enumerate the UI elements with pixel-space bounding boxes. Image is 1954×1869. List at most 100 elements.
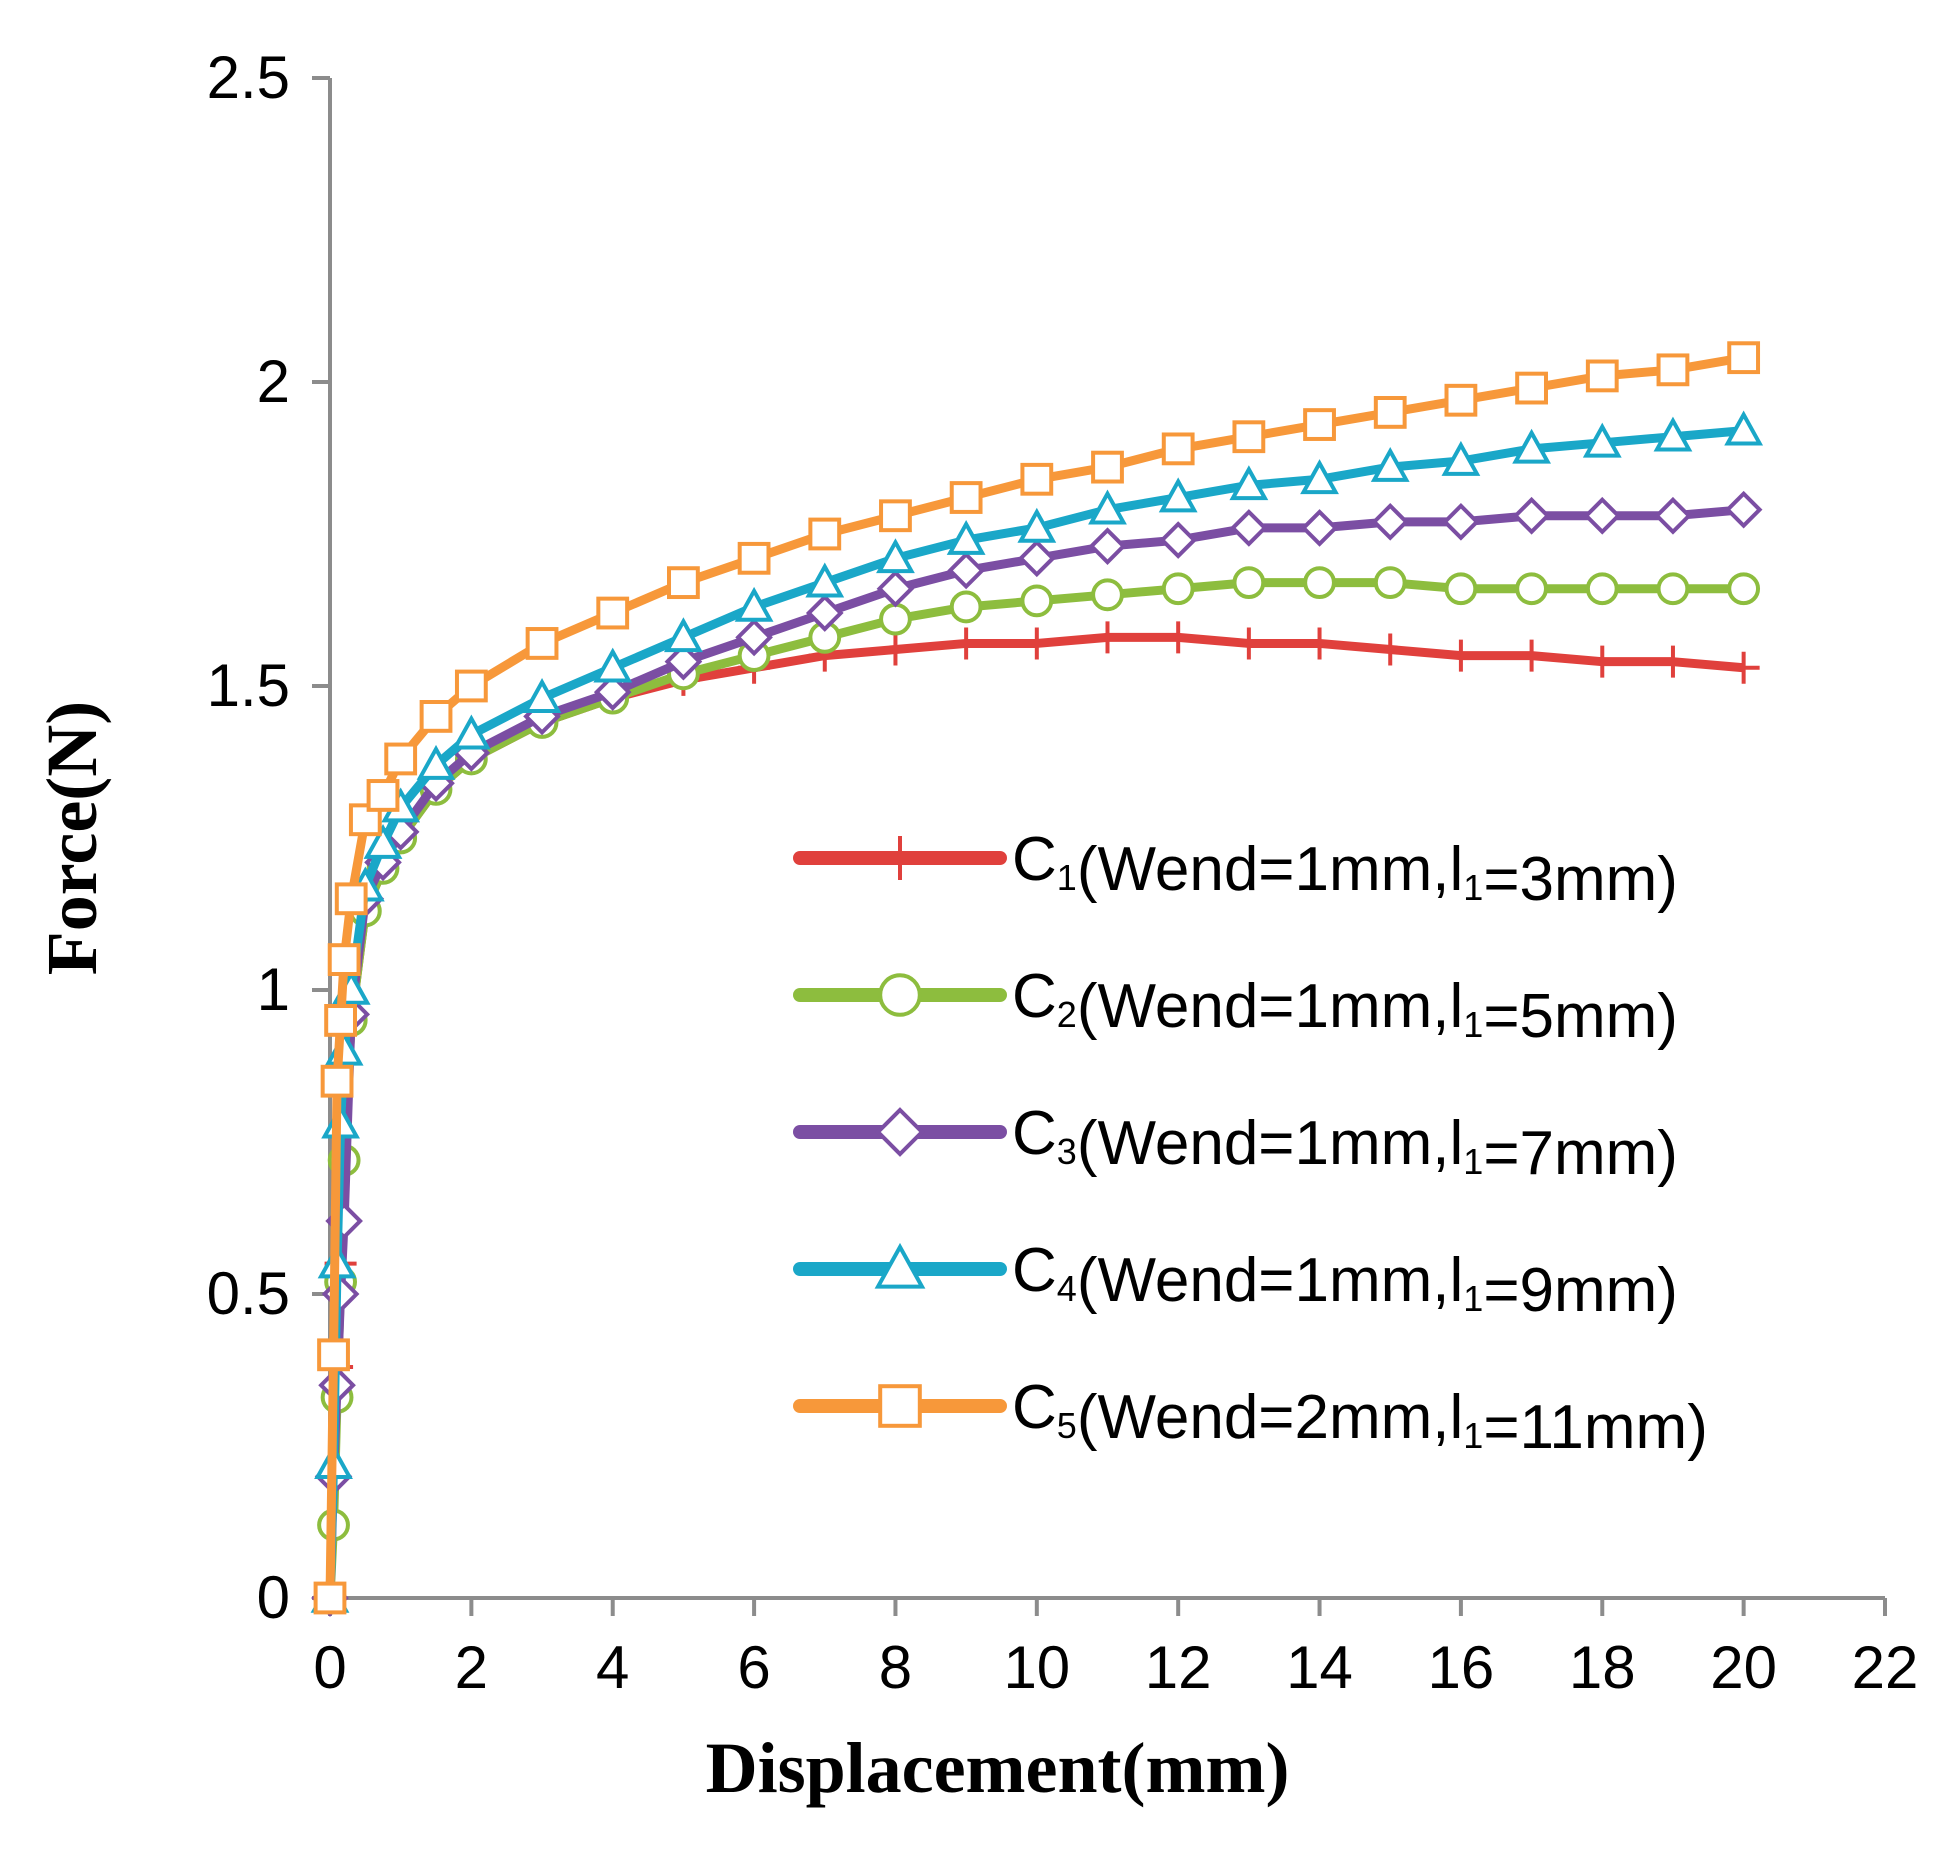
data-point <box>950 627 983 660</box>
data-point <box>879 633 912 666</box>
legend-label-part: C <box>1012 962 1057 1031</box>
data-point <box>363 823 403 859</box>
legend-item: C4(Wend=1mm,l1=9mm) <box>793 1236 1678 1325</box>
data-point <box>324 1030 364 1066</box>
data-point <box>1727 651 1760 684</box>
data-point <box>878 1384 922 1428</box>
axes: 00.511.522.5 0 2 4 6 8 10 12 14 16 18 20 22 <box>207 44 1919 1701</box>
data-point <box>1091 578 1124 612</box>
legend-label-part: C <box>1012 1373 1057 1442</box>
data-point <box>1373 566 1407 600</box>
x-tick-label: 0 <box>313 1634 346 1701</box>
x-tick-label: 20 <box>1710 1634 1777 1701</box>
data-point <box>1017 539 1056 578</box>
data-point <box>454 669 488 703</box>
data-point <box>1724 490 1763 529</box>
data-point <box>735 618 773 657</box>
data-point <box>1300 459 1339 495</box>
data-point <box>1232 566 1266 600</box>
data-point <box>334 882 368 916</box>
data-point <box>1232 627 1265 660</box>
data-point <box>949 590 983 624</box>
data-point <box>876 538 915 574</box>
legend-label: C1(Wend=1mm,l1=3mm) <box>1012 825 1678 914</box>
data-point <box>1727 341 1761 375</box>
x-tick-label: 12 <box>1145 1634 1212 1701</box>
data-point <box>874 1242 926 1289</box>
data-point <box>1088 527 1127 565</box>
y-tick-label: 1.5 <box>207 652 290 719</box>
data-point <box>1582 422 1622 458</box>
data-point <box>667 566 700 600</box>
data-point <box>1161 432 1195 466</box>
legend-label-part: 1 <box>1463 1278 1483 1319</box>
y-tick-label: 0.5 <box>207 1260 290 1327</box>
legend-label-part: (Wend=1mm,l <box>1077 1109 1463 1178</box>
legend-label-part: 2 <box>1057 994 1077 1035</box>
data-point <box>1020 462 1054 496</box>
legend: C1(Wend=1mm,l1=3mm)C2(Wend=1mm,l1=5mm)C3… <box>793 825 1708 1462</box>
data-point <box>1444 572 1478 606</box>
legend-label-part: 1 <box>1463 867 1483 908</box>
legend-label-part: (Wend=1mm,l <box>1077 1246 1463 1315</box>
legend-label-part: =3mm) <box>1483 845 1678 914</box>
data-point <box>1515 572 1548 606</box>
data-point <box>808 517 842 551</box>
data-point <box>1654 496 1692 535</box>
legend-label-part: =11mm) <box>1483 1393 1708 1462</box>
x-tick-label: 2 <box>455 1634 488 1701</box>
data-point <box>1091 450 1124 484</box>
legend-label-part: 1 <box>1057 857 1077 898</box>
series-5 <box>313 341 1761 1615</box>
data-point <box>1583 496 1622 535</box>
data-point <box>946 519 986 555</box>
data-point <box>1159 521 1198 559</box>
data-point <box>664 642 703 681</box>
legend-label-part: 1 <box>1463 1004 1483 1045</box>
data-point <box>737 541 771 575</box>
data-point <box>1371 503 1410 541</box>
data-point <box>525 627 559 660</box>
x-tick-label: 6 <box>737 1634 770 1701</box>
data-point <box>947 551 985 590</box>
data-point <box>1442 503 1480 541</box>
data-point <box>1444 639 1477 672</box>
legend-item: C5(Wend=2mm,l1=11mm) <box>793 1373 1708 1462</box>
data-point <box>1653 416 1693 452</box>
x-tick-label: 22 <box>1852 1634 1919 1701</box>
data-point <box>1370 447 1410 482</box>
data-point <box>734 586 774 622</box>
x-tick-label: 10 <box>1003 1634 1070 1701</box>
x-ticks: 0 2 4 6 8 10 12 14 16 18 20 22 <box>313 1598 1918 1701</box>
y-tick-label: 1 <box>257 956 290 1023</box>
data-point <box>593 673 632 711</box>
data-point <box>1656 572 1690 606</box>
data-point <box>1230 509 1268 547</box>
data-point <box>1373 396 1407 429</box>
data-point <box>1300 509 1339 547</box>
y-tick-label: 2.5 <box>207 44 290 111</box>
data-point <box>879 499 912 533</box>
legend-label-part: 1 <box>1463 1141 1483 1182</box>
legend-label-part: 3 <box>1057 1131 1077 1172</box>
data-point <box>416 744 456 780</box>
data-point <box>1656 353 1690 387</box>
data-point <box>1441 440 1481 476</box>
legend-label-part: =5mm) <box>1483 982 1678 1051</box>
legend-label-part: C <box>1012 1099 1057 1168</box>
data-point <box>878 836 922 880</box>
x-tick-label: 4 <box>596 1634 629 1701</box>
data-point <box>1585 359 1619 393</box>
data-point <box>596 596 630 630</box>
series-layer <box>310 341 1764 1617</box>
legend-label-part: 1 <box>1463 1415 1483 1456</box>
x-tick-label: 8 <box>879 1634 912 1701</box>
data-point <box>1515 639 1548 672</box>
data-point <box>1303 408 1336 441</box>
data-point <box>664 617 703 653</box>
data-point <box>1303 627 1336 660</box>
data-point <box>1020 584 1054 618</box>
data-point <box>1017 507 1057 543</box>
data-point <box>320 1064 354 1098</box>
data-point <box>1656 645 1689 678</box>
